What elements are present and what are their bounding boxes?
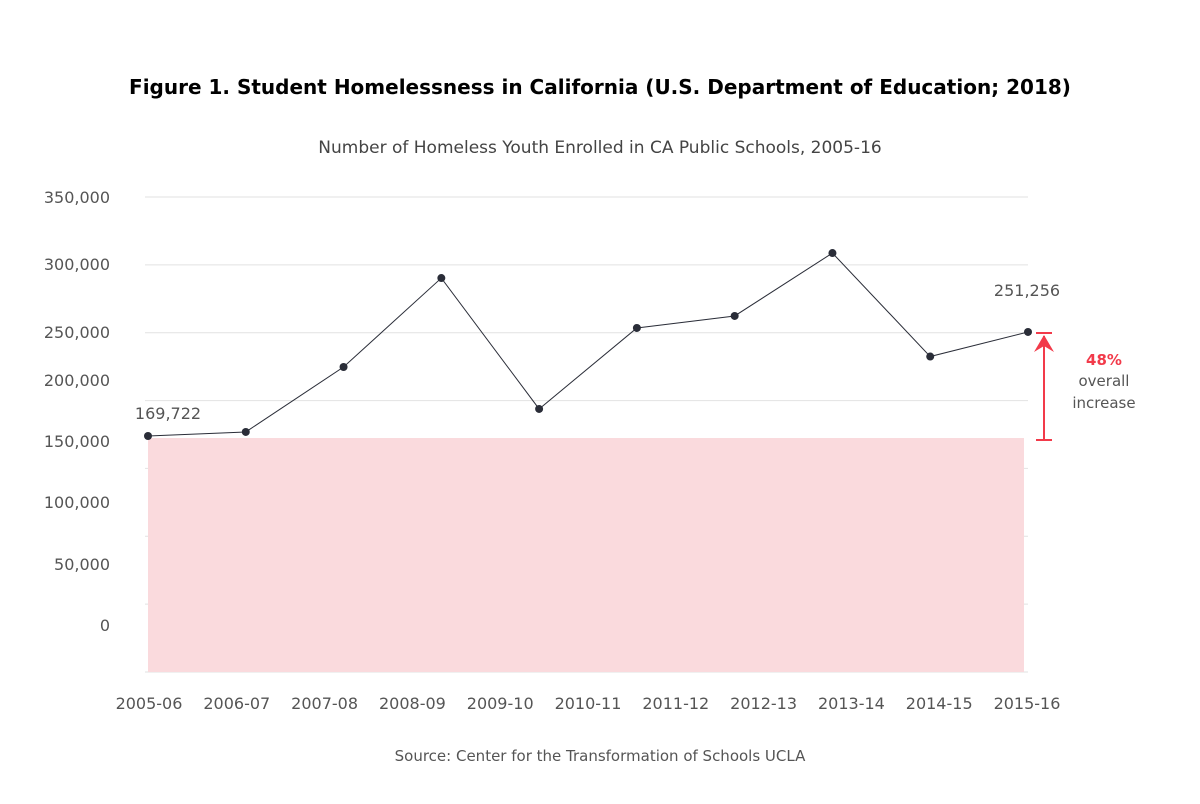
data-point xyxy=(632,323,641,332)
x-tick-label: 2006-07 xyxy=(203,694,270,713)
data-point xyxy=(437,274,446,283)
baseline-band xyxy=(148,438,1024,672)
data-point xyxy=(241,427,250,436)
y-tick-label: 0 xyxy=(100,616,110,635)
y-axis: 350,000 300,000 250,000 200,000 150,000 100,0… xyxy=(44,188,110,635)
data-point xyxy=(828,249,837,258)
x-tick-label: 2015-16 xyxy=(994,694,1061,713)
arrow-up-icon xyxy=(1034,335,1054,352)
increase-percent: 48% xyxy=(1086,351,1122,369)
data-label-last: 251,256 xyxy=(994,281,1060,300)
y-tick-label: 300,000 xyxy=(44,255,110,274)
y-tick-label: 250,000 xyxy=(44,323,110,342)
increase-label-line2: increase xyxy=(1072,394,1135,412)
chart-title: Number of Homeless Youth Enrolled in CA … xyxy=(318,138,881,158)
x-tick-label: 2011-12 xyxy=(642,694,709,713)
y-tick-label: 100,000 xyxy=(44,493,110,512)
x-tick-label: 2014-15 xyxy=(906,694,973,713)
increase-annotation: 48% overall increase xyxy=(1034,332,1136,441)
data-point xyxy=(535,404,544,413)
x-tick-label: 2007-08 xyxy=(291,694,358,713)
x-tick-label: 2008-09 xyxy=(379,694,446,713)
y-tick-label: 150,000 xyxy=(44,432,110,451)
x-axis: 2005-06 2006-07 2007-08 2008-09 2009-10 2010-… xyxy=(116,694,1061,713)
data-point xyxy=(339,362,348,371)
x-tick-label: 2013-14 xyxy=(818,694,885,713)
y-tick-label: 200,000 xyxy=(44,371,110,390)
x-tick-label: 2005-06 xyxy=(116,694,183,713)
data-point xyxy=(730,311,739,320)
data-point xyxy=(1024,327,1032,336)
x-tick-label: 2010-11 xyxy=(555,694,622,713)
y-tick-label: 50,000 xyxy=(54,555,110,574)
source-note: Source: Center for the Transformation of… xyxy=(395,747,806,765)
data-points xyxy=(144,249,1032,440)
increase-label-line1: overall xyxy=(1079,372,1130,390)
x-tick-label: 2012-13 xyxy=(730,694,797,713)
figure-title: Figure 1. Student Homelessness in Califo… xyxy=(129,75,1071,99)
data-point xyxy=(926,352,935,361)
y-tick-label: 350,000 xyxy=(44,188,110,207)
series-line xyxy=(147,252,1029,437)
data-label-first: 169,722 xyxy=(135,404,201,423)
data-point xyxy=(144,432,152,440)
x-tick-label: 2009-10 xyxy=(467,694,534,713)
